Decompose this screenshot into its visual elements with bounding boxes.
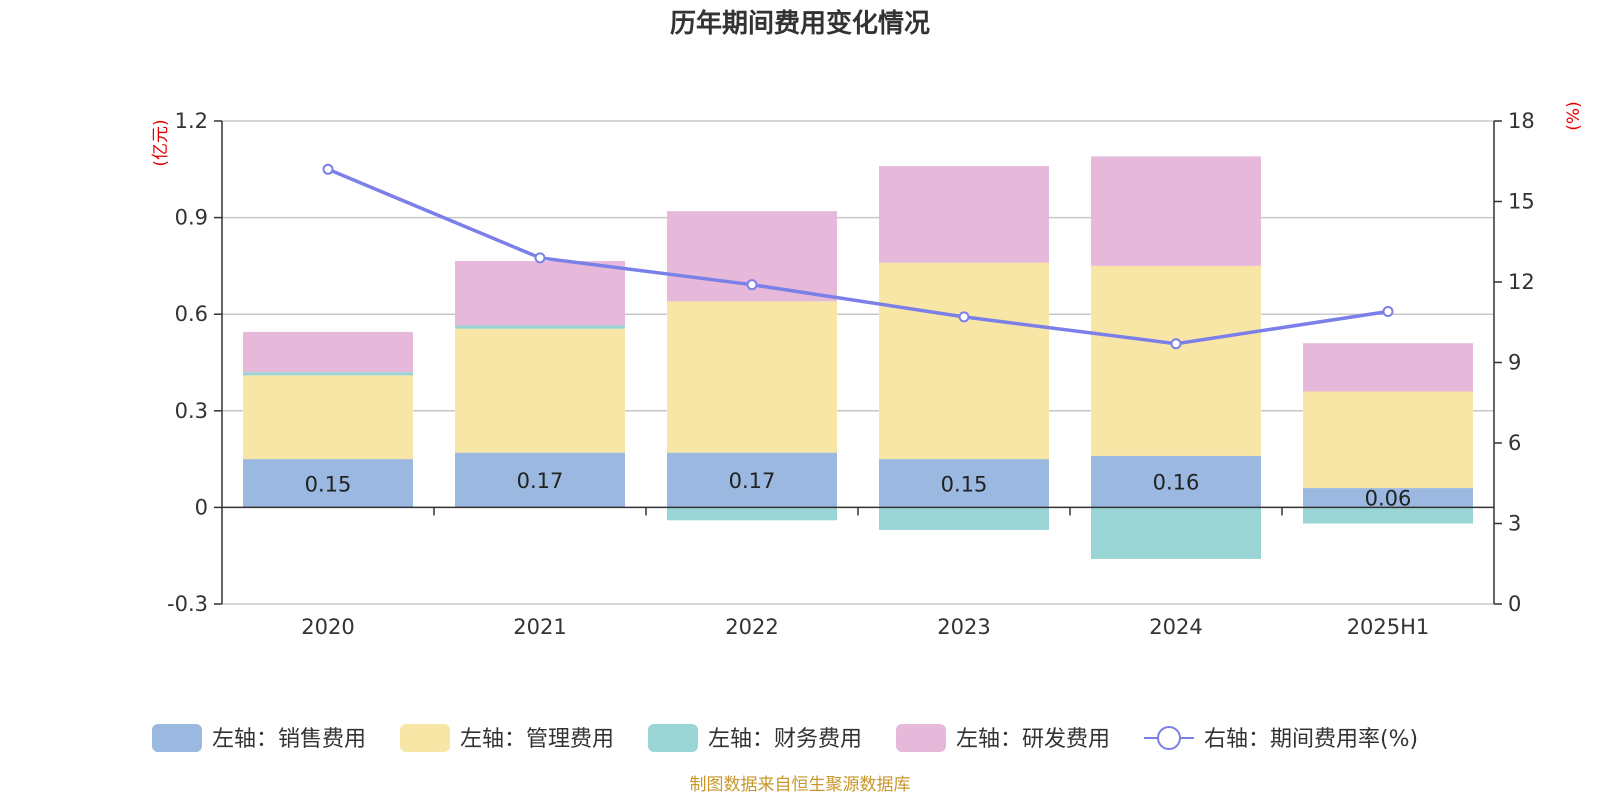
rate-line-path <box>327 167 1389 346</box>
left-tick-label: 0.6 <box>175 302 208 326</box>
bar-segment <box>243 459 413 508</box>
rate-point <box>1382 306 1394 318</box>
bar-segment <box>667 507 837 521</box>
right-tick-label: 12 <box>1508 270 1535 294</box>
rate-point <box>534 252 546 264</box>
rate-point <box>1170 338 1182 350</box>
data-labels: 0.15 0.17 0.17 0.15 0.16 0.06 <box>305 469 1412 511</box>
category-label: 2023 <box>937 615 990 639</box>
bar-segment <box>243 331 413 373</box>
bar-segment <box>879 507 1049 530</box>
right-axis-unit: (%) <box>1564 101 1584 130</box>
rate-point <box>746 279 758 291</box>
category-label: 2020 <box>301 615 354 639</box>
bar-segment <box>667 452 837 508</box>
rate-line <box>322 163 1394 350</box>
legend-swatch <box>400 724 450 752</box>
chart-title: 历年期间费用变化情况 <box>670 8 930 39</box>
right-tick-label: 18 <box>1508 109 1535 133</box>
bar-segment <box>455 328 625 453</box>
bar-segment <box>1303 391 1473 489</box>
legend-label: 左轴：研发费用 <box>956 727 1110 752</box>
left-tick-label: 0.9 <box>175 206 208 230</box>
left-tick-label: 0.3 <box>175 399 208 423</box>
bar-segment <box>455 452 625 508</box>
data-label: 0.06 <box>1365 487 1412 511</box>
data-label: 0.16 <box>1153 471 1200 495</box>
bar-segment <box>879 166 1049 263</box>
bar-segment <box>1091 455 1261 508</box>
grid <box>222 120 1494 605</box>
right-tick-label: 0 <box>1508 592 1521 616</box>
left-tick-label: 1.2 <box>175 109 208 133</box>
rate-point <box>322 163 334 175</box>
legend-swatch <box>896 724 946 752</box>
right-tick-label: 3 <box>1508 512 1521 536</box>
legend-label: 左轴：财务费用 <box>708 727 862 752</box>
bar-segment <box>1091 265 1261 456</box>
bar-segment <box>1303 343 1473 392</box>
left-axis-unit: (亿元) <box>151 119 171 166</box>
legend-label: 左轴：销售费用 <box>212 727 366 752</box>
category-label: 2021 <box>513 615 566 639</box>
bar-segment <box>1091 507 1261 559</box>
legend-label: 右轴：期间费用率(%) <box>1204 727 1418 752</box>
category-label: 2022 <box>725 615 778 639</box>
legend-swatch <box>648 724 698 752</box>
bar-segment <box>455 325 625 329</box>
category-label: 2024 <box>1149 615 1202 639</box>
axes: -0.3 0 0.3 0.6 0.9 1.2 0 3 6 9 12 15 18 2020 2021 2022 2… <box>167 109 1535 639</box>
data-label: 0.17 <box>729 469 776 493</box>
legend-label: 左轴：管理费用 <box>460 727 614 752</box>
bar-segment <box>879 459 1049 508</box>
bars <box>243 156 1473 559</box>
bar-segment <box>667 301 837 453</box>
legend: 左轴：销售费用 左轴：管理费用 左轴：财务费用 左轴：研发费用 右轴：期间费用率(%) <box>152 724 1418 752</box>
bar-segment <box>455 261 625 326</box>
bar-segment <box>879 262 1049 460</box>
bar-segment <box>1303 488 1473 508</box>
right-tick-label: 6 <box>1508 431 1521 455</box>
data-label: 0.15 <box>941 472 988 496</box>
rate-point <box>958 311 970 323</box>
bar-segment <box>243 372 413 376</box>
legend-swatch <box>152 724 202 752</box>
data-label: 0.15 <box>305 472 352 496</box>
category-label: 2025H1 <box>1347 615 1430 639</box>
legend-marker <box>1157 726 1181 750</box>
left-tick-label: 0 <box>195 495 208 519</box>
bar-segment <box>1091 156 1261 266</box>
source-note: 制图数据来自恒生聚源数据库 <box>690 775 911 795</box>
right-tick-label: 15 <box>1508 190 1535 214</box>
bar-segment <box>243 375 413 460</box>
left-tick-label: -0.3 <box>167 592 208 616</box>
bar-segment <box>1303 507 1473 524</box>
right-tick-label: 9 <box>1508 351 1521 375</box>
data-label: 0.17 <box>517 469 564 493</box>
